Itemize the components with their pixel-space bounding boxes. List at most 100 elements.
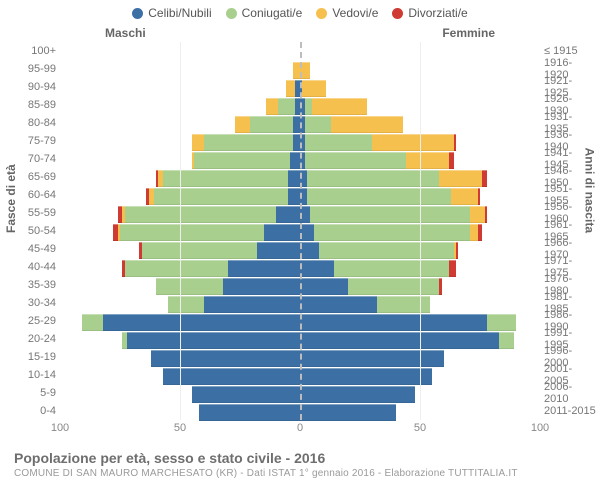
female-half	[300, 206, 540, 221]
bar-segment	[300, 170, 307, 187]
pyramid-row: 60-641951-1955	[0, 186, 600, 204]
male-half	[60, 116, 300, 131]
pyramid-row: 20-241991-1995	[0, 330, 600, 348]
bar-segment	[300, 224, 314, 241]
age-label: 5-9	[0, 387, 60, 399]
pyramid-row: 55-591956-1960	[0, 204, 600, 222]
bar-segment	[192, 134, 204, 151]
bar-segment	[300, 260, 334, 277]
bar-segment	[204, 134, 293, 151]
row-bars	[60, 278, 540, 293]
row-bars	[60, 314, 540, 329]
age-label: 60-64	[0, 189, 60, 201]
bar-segment	[499, 332, 513, 349]
female-half	[300, 332, 540, 347]
pyramid-row: 45-491966-1970	[0, 240, 600, 258]
age-label: 80-84	[0, 117, 60, 129]
bar-segment	[377, 296, 430, 313]
male-half	[60, 350, 300, 365]
age-label: 95-99	[0, 63, 60, 75]
bar-segment	[103, 314, 300, 331]
birth-year-label: 2006-2010	[540, 381, 600, 405]
bar-segment	[312, 98, 367, 115]
bar-segment	[127, 332, 300, 349]
bar-segment	[331, 116, 403, 133]
bar-segment	[290, 152, 300, 169]
bar-segment	[334, 260, 449, 277]
legend-swatch	[392, 8, 403, 19]
bar-segment	[163, 170, 288, 187]
age-label: 65-69	[0, 171, 60, 183]
row-bars	[60, 170, 540, 185]
female-half	[300, 188, 540, 203]
bar-segment	[454, 134, 456, 151]
bar-segment	[305, 98, 312, 115]
row-bars	[60, 350, 540, 365]
male-half	[60, 278, 300, 293]
bar-segment	[300, 206, 310, 223]
female-half	[300, 296, 540, 311]
legend-item: Celibi/Nubili	[132, 6, 211, 20]
bar-segment	[305, 152, 406, 169]
bar-segment	[319, 242, 453, 259]
row-bars	[60, 80, 540, 95]
bar-segment	[266, 98, 278, 115]
female-half	[300, 80, 540, 95]
bar-segment	[300, 332, 499, 349]
bar-segment	[154, 188, 288, 205]
bar-segment	[305, 116, 331, 133]
legend-label: Coniugati/e	[242, 6, 303, 20]
age-label: 25-29	[0, 315, 60, 327]
pyramid-row: 100+≤ 1915	[0, 42, 600, 60]
female-half	[300, 44, 540, 59]
female-half	[300, 62, 540, 77]
bar-segment	[470, 206, 484, 223]
pyramid-row: 85-891926-1930	[0, 96, 600, 114]
male-half	[60, 224, 300, 239]
age-label: 40-44	[0, 261, 60, 273]
male-half	[60, 44, 300, 59]
pyramid-row: 40-441971-1975	[0, 258, 600, 276]
pyramid-row: 95-991916-1920	[0, 60, 600, 78]
male-half	[60, 98, 300, 113]
male-half	[60, 170, 300, 185]
legend-swatch	[316, 8, 327, 19]
male-half	[60, 188, 300, 203]
age-label: 45-49	[0, 243, 60, 255]
bar-segment	[278, 98, 295, 115]
x-tick: 0	[297, 422, 303, 434]
legend-swatch	[132, 8, 143, 19]
bar-segment	[307, 170, 439, 187]
bar-segment	[300, 242, 319, 259]
x-tick: 100	[51, 422, 69, 434]
bar-segment	[478, 224, 483, 241]
bar-segment	[302, 80, 326, 97]
pyramid-row: 75-791936-1940	[0, 132, 600, 150]
bar-segment	[120, 224, 264, 241]
bar-segment	[300, 314, 487, 331]
age-label: 10-14	[0, 369, 60, 381]
male-half	[60, 242, 300, 257]
bar-segment	[156, 278, 223, 295]
birth-year-label: ≤ 1915	[540, 45, 600, 57]
female-half	[300, 386, 540, 401]
female-half	[300, 314, 540, 329]
row-bars	[60, 242, 540, 257]
pyramid-chart: Maschi Femmine Fasce di età Anni di nasc…	[0, 22, 600, 444]
bar-segment	[199, 404, 300, 421]
age-label: 90-94	[0, 81, 60, 93]
legend-swatch	[226, 8, 237, 19]
row-bars	[60, 44, 540, 59]
bar-segment	[314, 224, 470, 241]
pyramid-rows: 100+≤ 191595-991916-192090-941921-192585…	[0, 42, 600, 420]
x-axis: 10050050100	[60, 422, 540, 438]
bar-segment	[288, 188, 300, 205]
bar-segment	[451, 188, 477, 205]
bar-segment	[449, 152, 454, 169]
age-label: 70-74	[0, 153, 60, 165]
row-bars	[60, 404, 540, 419]
legend-item: Coniugati/e	[226, 6, 303, 20]
age-label: 85-89	[0, 99, 60, 111]
female-half	[300, 368, 540, 383]
bar-segment	[168, 296, 204, 313]
